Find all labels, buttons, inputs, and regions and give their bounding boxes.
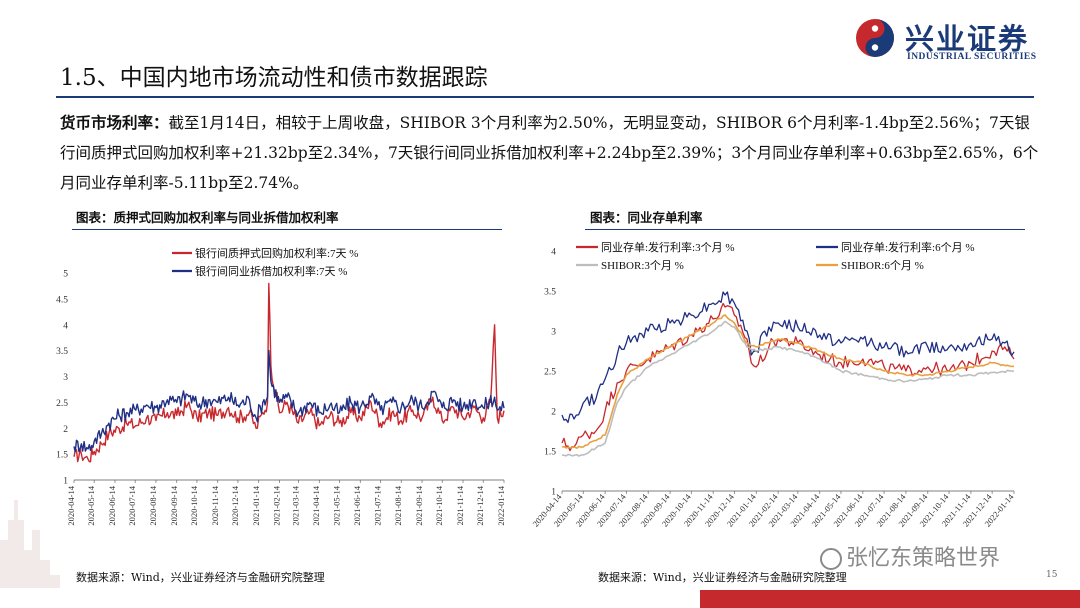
chart-1-caption-rule [72,229,502,230]
y-tick-label: 3.5 [544,288,556,298]
series-line-2 [561,320,1015,457]
x-tick-label: 2021-01-14 [251,485,261,525]
x-tick-label: 2021-03-14 [290,485,300,525]
y-tick-label: 2.5 [544,368,556,378]
x-tick-label: 2020-12-14 [230,485,240,525]
x-tick-label: 2020-06-14 [107,485,117,525]
brand-name-cn: 兴业证券 [905,22,1030,56]
series-line-1 [561,291,1015,424]
y-tick-label: 1.5 [56,451,68,461]
x-tick-label: 2021-08-14 [393,485,403,525]
brand-logo: 兴业证券 INDUSTRIAL SECURITIES [855,14,1070,66]
x-tick-label: 2020-07-14 [127,485,137,525]
page-number: 15 [1046,570,1058,580]
chart-2-caption: 图表：同业存单利率 [590,210,703,225]
watermark-text: 张忆东策略世界 [846,546,1001,571]
page-title: 1.5、中国内地市场流动性和债市数据跟踪 [60,65,488,91]
y-tick-label: 2.5 [56,399,68,409]
title-divider [56,96,1034,98]
x-tick-label: 2021-10-14 [434,485,444,525]
y-tick-label: 2 [63,425,68,435]
chart-2-ncd-rates: 11.522.533.542020-04-142020-05-142020-06… [530,240,1016,529]
x-tick-label: 2021-12-14 [475,485,485,525]
chart-2-caption-rule [585,229,1025,230]
summary-text: 截至1月14日，相较于上周收盘，SHIBOR 3个月利率为2.50%，无明显变动… [60,114,1039,192]
legend-label-1: 银行间同业拆借加权利率:7天 % [195,264,347,278]
x-tick-label: 2022-01-14 [496,485,506,525]
summary-paragraph: 货币市场利率：截至1月14日，相较于上周收盘，SHIBOR 3个月利率为2.50… [60,108,1045,198]
y-tick-label: 1 [63,477,68,487]
x-tick-label: 2021-04-14 [311,485,321,525]
y-tick-label: 3 [63,373,68,383]
chart-1-repo-interbank-rates: 1 1.5 2 2.5 3 3.5 4 4.5 5 2020-04-14 2020-05-14 202… [56,246,506,526]
x-tick-label: 2021-09-14 [414,485,424,525]
y-tick-label: 3.5 [56,347,68,357]
x-tick-label: 2021-05-14 [331,485,341,525]
summary-label: 货币市场利率： [60,113,169,132]
x-tick-label: 2020-10-14 [189,485,199,525]
series-line-0 [73,282,505,463]
x-tick-label: 2020-05-14 [86,485,96,525]
x-tick-label: 2020-11-14 [210,485,220,525]
x-tick-label: 2021-02-14 [272,485,282,525]
footer-bar-mask [0,588,700,608]
x-tick-label: 2021-06-14 [352,485,362,525]
legend-label-1: 同业存单:发行利率:6个月 % [841,240,975,254]
brand-logo-icon [856,19,894,57]
y-tick-label: 3 [551,328,556,338]
y-tick-label: 5 [63,270,68,280]
y-tick-label: 4 [63,321,68,331]
watermark: 张忆东策略世界 [820,540,1000,572]
series-line-3 [561,314,1015,449]
y-tick-label: 4 [551,248,556,258]
legend-label-0: 银行间质押式回购加权利率:7天 % [195,246,358,260]
legend-label-2: SHIBOR:3个月 % [601,259,684,272]
wechat-icon [820,548,842,570]
x-tick-label: 2020-09-14 [169,485,179,525]
legend-label-0: 同业存单:发行利率:3个月 % [601,240,735,254]
legend-label-3: SHIBOR:6个月 % [841,259,924,272]
y-tick-label: 1.5 [544,448,556,458]
y-tick-label: 4.5 [56,295,68,305]
chart-1-caption: 图表：质押式回购加权利率与同业拆借加权利率 [76,210,339,225]
chart-1-source: 数据来源：Wind，兴业证券经济与金融研究院整理 [76,571,325,584]
x-tick-label: 2020-04-14 [66,485,76,525]
brand-name-en: INDUSTRIAL SECURITIES [907,52,1037,62]
x-tick-label: 2020-08-14 [148,485,158,525]
x-tick-label: 2021-07-14 [372,485,382,525]
skyline-decoration [0,500,60,590]
series-line-1 [73,349,505,453]
y-tick-label: 2 [551,408,556,418]
x-tick-label: 2021-11-14 [455,485,465,525]
chart-2-source: 数据来源：Wind，兴业证券经济与金融研究院整理 [598,571,847,584]
y-tick-label: 1 [551,488,556,498]
